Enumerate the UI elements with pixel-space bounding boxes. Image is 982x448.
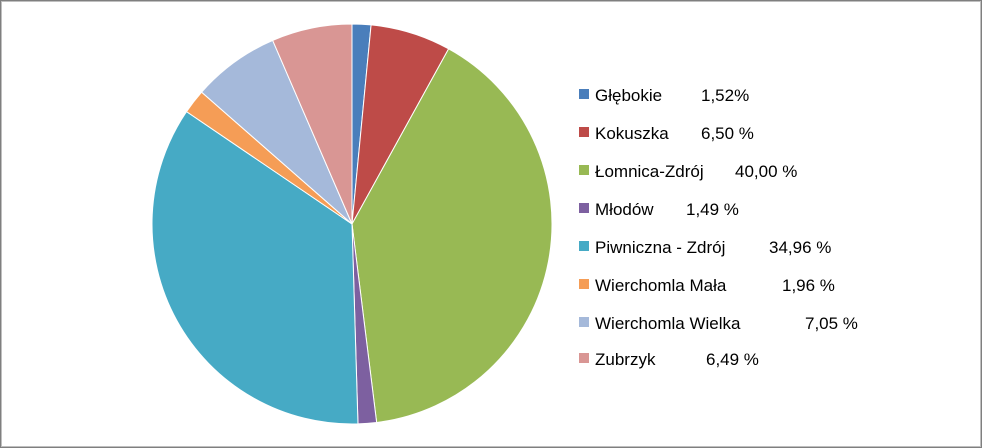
pie-slices — [151, 23, 553, 425]
legend-item-5: Wierchomla Mała 1,96 % — [579, 276, 835, 295]
legend: Głębokie 1,52% Kokuszka 6,50 % Łomnica-Zdrój… — [579, 86, 858, 369]
legend-value-1: 6,50 % — [701, 124, 754, 143]
legend-item-3: Młodów 1,49 % — [579, 200, 739, 219]
legend-swatch-7 — [579, 353, 589, 363]
pie-slice-7 — [272, 23, 353, 225]
legend-value-4: 34,96 % — [769, 238, 831, 257]
legend-swatch-1 — [579, 127, 589, 137]
legend-value-5: 1,96 % — [782, 276, 835, 295]
legend-label-4: Piwniczna - Zdrój — [595, 238, 725, 257]
legend-item-7: Zubrzyk 6,49 % — [579, 350, 759, 369]
legend-item-1: Kokuszka 6,50 % — [579, 124, 754, 143]
legend-swatch-2 — [579, 165, 589, 175]
legend-label-3: Młodów — [595, 200, 654, 219]
legend-swatch-3 — [579, 203, 589, 213]
legend-label-1: Kokuszka — [595, 124, 669, 143]
legend-label-5: Wierchomla Mała — [595, 276, 727, 295]
legend-swatch-6 — [579, 317, 589, 327]
legend-value-6: 7,05 % — [805, 314, 858, 333]
legend-value-2: 40,00 % — [735, 162, 797, 181]
legend-item-2: Łomnica-Zdrój 40,00 % — [579, 162, 797, 181]
legend-label-7: Zubrzyk — [595, 350, 656, 369]
legend-item-0: Głębokie 1,52% — [579, 86, 749, 105]
legend-swatch-4 — [579, 241, 589, 251]
pie-slice-2 — [351, 48, 553, 424]
legend-label-2: Łomnica-Zdrój — [595, 162, 704, 181]
legend-item-6: Wierchomla Wielka 7,05 % — [579, 314, 858, 333]
legend-swatch-5 — [579, 279, 589, 289]
legend-label-0: Głębokie — [595, 86, 662, 105]
pie-slice-4 — [151, 110, 359, 425]
legend-label-6: Wierchomla Wielka — [595, 314, 741, 333]
legend-value-3: 1,49 % — [686, 200, 739, 219]
legend-value-7: 6,49 % — [706, 350, 759, 369]
legend-item-4: Piwniczna - Zdrój 34,96 % — [579, 238, 831, 257]
legend-swatch-0 — [579, 89, 589, 99]
legend-value-0: 1,52% — [701, 86, 749, 105]
